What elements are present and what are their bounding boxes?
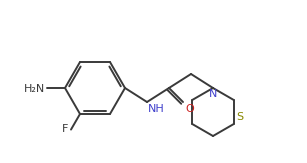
Text: H₂N: H₂N (24, 84, 45, 94)
Text: O: O (185, 104, 194, 114)
Text: NH: NH (148, 104, 165, 114)
Text: S: S (236, 112, 243, 122)
Text: N: N (209, 89, 217, 99)
Text: F: F (62, 124, 68, 133)
